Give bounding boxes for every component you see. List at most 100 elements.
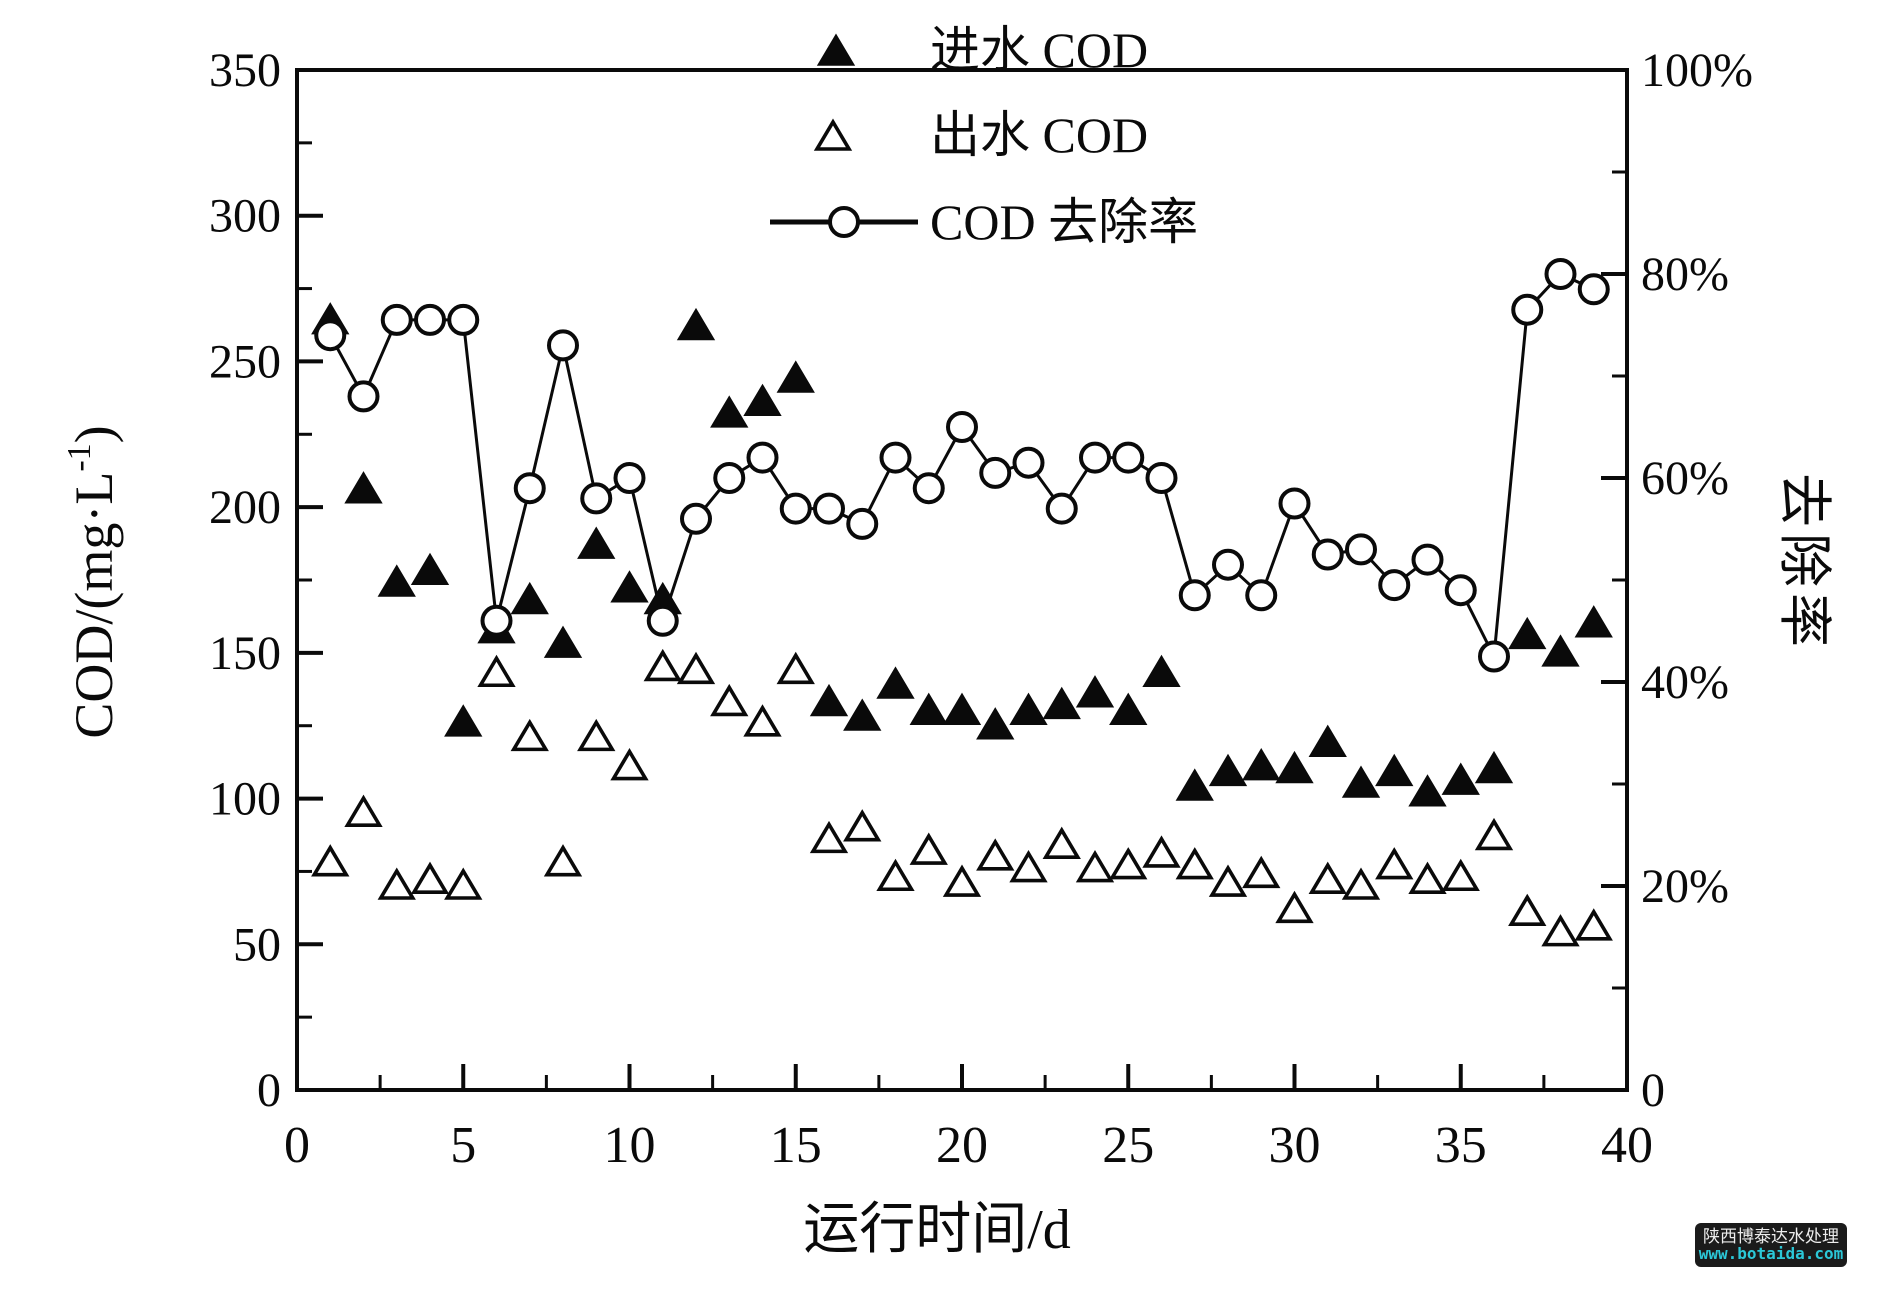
removal-point bbox=[1511, 293, 1544, 326]
influent-point bbox=[444, 704, 483, 737]
influent-point bbox=[743, 383, 782, 417]
removal-point bbox=[547, 329, 579, 362]
removal-point bbox=[447, 303, 480, 336]
influent-point bbox=[1408, 774, 1447, 807]
effluent-point bbox=[743, 704, 782, 737]
removal-point bbox=[1311, 538, 1344, 571]
influent-point bbox=[1375, 753, 1414, 787]
y-left-tick-label: 200 bbox=[209, 481, 281, 534]
y-left-tick-label: 150 bbox=[209, 627, 281, 680]
effluent-point bbox=[1142, 835, 1181, 868]
effluent-point bbox=[1242, 855, 1281, 889]
removal-point bbox=[946, 411, 978, 443]
effluent-point bbox=[444, 867, 483, 900]
x-tick-label: 10 bbox=[604, 1117, 656, 1174]
x-tick-label: 15 bbox=[770, 1117, 822, 1174]
axis-ticks bbox=[295, 68, 1629, 1092]
influent-point bbox=[942, 692, 982, 725]
effluent-point bbox=[1109, 847, 1148, 880]
watermark-url: www.botaida.com bbox=[1698, 1243, 1844, 1263]
effluent-point bbox=[1075, 849, 1115, 883]
removal-point bbox=[414, 303, 446, 336]
legend-effluent-marker-icon bbox=[813, 118, 853, 151]
y-left-tick-label: 350 bbox=[209, 44, 281, 97]
x-axis-title: 运行时间/d bbox=[803, 1199, 1071, 1261]
influent-point bbox=[710, 395, 749, 428]
removal-point bbox=[1378, 569, 1411, 602]
removal-point bbox=[513, 472, 546, 505]
removal-point bbox=[979, 456, 1012, 489]
removal-point bbox=[680, 502, 712, 535]
removal-point bbox=[813, 492, 845, 525]
y-left-tick-label: 0 bbox=[257, 1064, 281, 1117]
influent-point bbox=[344, 471, 383, 504]
removal-point bbox=[1145, 462, 1178, 494]
removal-point bbox=[1544, 258, 1577, 290]
removal-point bbox=[580, 482, 613, 515]
effluent-point bbox=[809, 820, 849, 854]
x-tick-label: 30 bbox=[1269, 1117, 1321, 1174]
effluent-point bbox=[577, 718, 616, 752]
removal-point bbox=[1345, 533, 1377, 566]
effluent-point bbox=[1474, 817, 1514, 851]
effluent-point bbox=[1541, 914, 1580, 947]
influent-point bbox=[1242, 747, 1281, 781]
legend-item-2: 出水 COD bbox=[813, 107, 1148, 163]
influent-point bbox=[1341, 765, 1381, 798]
removal-point bbox=[380, 303, 413, 336]
influent-point bbox=[976, 707, 1015, 740]
influent-point bbox=[1541, 634, 1580, 667]
effluent-point bbox=[377, 867, 416, 900]
legend-item-3: COD 去除率 bbox=[770, 194, 1198, 250]
effluent-point bbox=[1441, 858, 1480, 892]
removal-point bbox=[646, 604, 679, 637]
effluent-point bbox=[1009, 849, 1048, 883]
influent-point bbox=[809, 683, 849, 717]
watermark-badge: 陕西博泰达水处理 www.botaida.com bbox=[1695, 1223, 1847, 1267]
y-left-tick-label: 300 bbox=[209, 190, 281, 243]
removal-point bbox=[1411, 543, 1444, 576]
effluent-point bbox=[876, 858, 915, 892]
series-cod-removal bbox=[314, 258, 1610, 673]
y-right-tick-label: 100% bbox=[1641, 44, 1753, 97]
influent-point bbox=[909, 692, 948, 725]
removal-point bbox=[846, 507, 879, 540]
y-left-tick-label: 50 bbox=[233, 918, 281, 971]
removal-point bbox=[1278, 487, 1311, 520]
removal-point bbox=[746, 441, 779, 474]
x-tick-label: 5 bbox=[450, 1117, 476, 1174]
series-influent-cod bbox=[311, 302, 1613, 807]
removal-point bbox=[912, 472, 945, 505]
removal-point bbox=[613, 462, 646, 494]
watermark-company: 陕西博泰达水处理 bbox=[1703, 1226, 1839, 1246]
legend: 进水 COD 出水 COD COD 去除率 bbox=[770, 22, 1198, 250]
influent-point bbox=[776, 360, 815, 393]
influent-point bbox=[377, 564, 416, 597]
effluent-point bbox=[1042, 826, 1081, 859]
effluent-point bbox=[1275, 890, 1314, 924]
influent-point bbox=[543, 625, 583, 658]
effluent-point bbox=[909, 832, 948, 865]
removal-point bbox=[879, 441, 912, 474]
effluent-point bbox=[543, 844, 583, 877]
legend-influent-marker-icon bbox=[816, 33, 856, 66]
removal-point bbox=[1245, 579, 1278, 612]
influent-point bbox=[1441, 762, 1480, 795]
legend-item-1: 进水 COD bbox=[816, 22, 1148, 78]
influent-point bbox=[1208, 753, 1248, 787]
removal-point bbox=[779, 492, 812, 525]
removal-point bbox=[480, 604, 513, 637]
removal-point bbox=[1478, 640, 1510, 673]
effluent-point bbox=[610, 747, 649, 781]
effluent-point bbox=[1341, 867, 1381, 900]
effluent-point bbox=[1308, 861, 1347, 894]
x-tick-label: 40 bbox=[1601, 1117, 1653, 1174]
series-effluent-cod bbox=[311, 648, 1613, 947]
y-right-tick-label: 20% bbox=[1641, 860, 1729, 913]
legend-label: COD 去除率 bbox=[930, 194, 1198, 250]
removal-point bbox=[1444, 574, 1477, 607]
legend-circle-icon bbox=[828, 206, 860, 238]
effluent-point bbox=[510, 718, 549, 752]
